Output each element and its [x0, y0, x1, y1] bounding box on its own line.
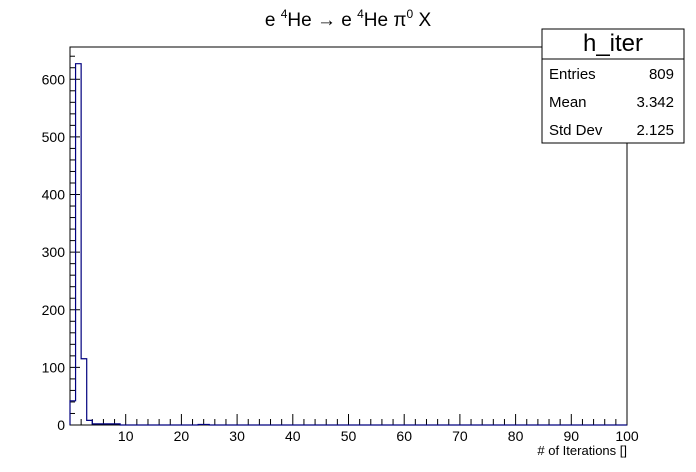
y-tick-label: 400 [42, 187, 66, 203]
title-sup1: 4 [281, 7, 288, 21]
x-tick-label: 50 [341, 428, 357, 444]
title-e2: e [336, 10, 357, 31]
x-tick-label: 80 [508, 428, 524, 444]
y-tick-label: 500 [42, 129, 66, 145]
title-x: X [413, 10, 431, 31]
x-tick-label: 30 [229, 428, 245, 444]
stats-entries-value: 809 [649, 66, 674, 83]
title-pi: π [393, 10, 406, 31]
title-e1: e [265, 10, 281, 31]
x-axis: 10 20 30 40 50 60 70 80 90 100 [80, 414, 639, 444]
x-tick-label: 70 [452, 428, 468, 444]
title-arrow: → [317, 10, 336, 31]
stats-name: h_iter [583, 30, 643, 57]
title-sup3: 0 [406, 7, 413, 21]
x-tick-label: 20 [174, 428, 190, 444]
stats-box-frame [541, 28, 685, 144]
x-tick-label: 10 [118, 428, 134, 444]
y-tick-label: 0 [57, 417, 65, 433]
x-tick-label: 90 [564, 428, 580, 444]
x-axis-label: # of Iterations [] [537, 443, 627, 458]
stats-mean-value: 3.342 [636, 94, 674, 111]
chart-title: e 4He → e 4He π0 X [265, 7, 432, 31]
histogram-bins [70, 64, 209, 425]
y-tick-label: 100 [42, 359, 66, 375]
y-tick-label: 300 [42, 244, 66, 260]
histogram-bin [76, 64, 82, 425]
stats-stddev-label: Std Dev [549, 122, 603, 139]
title-sup2: 4 [357, 7, 364, 21]
histogram-bin [81, 359, 87, 425]
x-tick-label: 40 [285, 428, 301, 444]
y-axis: 0 100 200 300 400 500 600 [42, 55, 80, 433]
histogram-bin [70, 401, 76, 425]
stats-mean-label: Mean [549, 94, 587, 111]
x-tick-label: 60 [396, 428, 412, 444]
y-tick-label: 200 [42, 302, 66, 318]
histogram-bin [87, 420, 93, 425]
stats-entries-label: Entries [549, 66, 596, 83]
x-tick-label: 100 [615, 428, 639, 444]
y-tick-label: 600 [42, 71, 66, 87]
title-he1: He [287, 10, 317, 31]
stats-stddev-value: 2.125 [636, 122, 674, 139]
histogram-outline [69, 63, 627, 426]
title-he2: He [364, 10, 394, 31]
stats-box: h_iter Entries 809 Mean 3.342 Std Dev 2.… [541, 28, 685, 144]
